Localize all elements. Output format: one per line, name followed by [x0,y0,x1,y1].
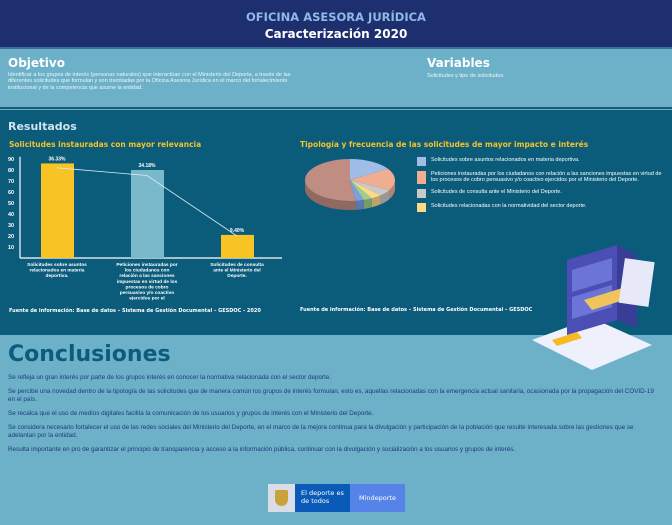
bar [221,234,254,258]
pie-slice [350,168,395,191]
legend-item: Peticiones instauradas por los ciudadano… [417,171,667,184]
objective-band: Objetivo Identificar a los grupos de int… [0,51,672,109]
pie-chart-title: Tipología y frecuencia de las solicitude… [300,140,589,149]
legend-item: Solicitudes sobre asuntos relacionados e… [417,157,667,166]
coat-of-arms-icon [268,484,295,512]
pie-legend: Solicitudes sobre asuntos relacionados e… [417,157,667,212]
y-tick-label: 30 [8,223,14,229]
results-title: Resultados [8,120,77,133]
data-label: 34.18% [139,163,157,169]
bar-chart-source: Fuente de información: Base de datos – S… [9,308,261,314]
pie-slice [350,180,372,200]
conclusion-item: Se refleja un gran interés por parte de … [8,374,332,381]
trend-line [56,167,238,237]
legend-item: Solicitudes relacionadas con la normativ… [417,203,667,212]
legend-item: Solicitudes de consulta ante el Minister… [417,189,667,198]
pie-slice-side [355,199,364,210]
conclusion-item: Se percibe una novedad dentro de la tipo… [8,388,654,403]
y-tick-label: 20 [8,234,14,240]
legend-label: Solicitudes de consulta ante el Minister… [431,189,562,195]
pie-chart [305,159,395,210]
y-tick-label: 50 [8,201,14,207]
bar [131,170,164,258]
legend-swatch [417,171,426,184]
pie-slice [350,180,390,196]
conclusions-title: Conclusiones [8,342,171,367]
y-tick-label: 70 [8,179,14,185]
category-label: Solicitudes de consulta ante el Ministeri… [210,262,264,279]
slogan: El deporte es de todos [295,484,350,512]
legend-swatch [417,157,426,166]
conclusion-item: Se considera necesario fortalecer el uso… [8,424,634,439]
brand-name: Mindeporte [350,484,405,512]
legend-swatch [417,189,426,198]
org-name: OFICINA ASESORA JURÍDICA [246,10,426,24]
bar-chart-title: Solicitudes instauradas con mayor releva… [9,140,202,149]
pie-slice [350,180,381,199]
y-tick-label: 10 [8,245,14,251]
pie-slice-side [363,198,372,209]
pie-slice [350,180,364,201]
legend-swatch [417,203,426,212]
pie-slice-side [371,195,381,208]
y-tick-label: 90 [8,157,14,163]
category-label: Peticiones instauradas por los ciudadanos… [116,262,177,300]
pie-slice [350,159,388,180]
pie-slice-side [389,180,395,200]
pie-chart-source: Fuente de información: Base de datos – S… [300,307,533,313]
category-label: Solicitudes sobre asuntos relacionados en… [27,262,87,279]
y-tick-label: 60 [8,190,14,196]
filing-cabinet-illustration [532,245,655,370]
data-label: 9.40% [230,228,245,234]
variables-title: Variables [427,56,490,70]
footer-logo: El deporte es de todos Mindeporte [268,484,405,512]
bar-chart: 10 20 30 40 50 60 70 80 90 36.33% Solicitudes sobr… [8,156,282,300]
pie-slice-side [380,190,390,205]
page-title: Caracterización 2020 [264,27,408,41]
data-label: 36.33% [49,156,67,162]
variables-text: Solicitudes y tipo de solicitudes. [427,73,505,79]
objective-text: Identificar a los grupos de interés (per… [8,72,291,91]
conclusion-item: Resulta importante en pro de garantizar … [8,446,516,453]
conclusion-item: Se recalca que el uso de medios digitale… [8,410,374,417]
bar [41,163,74,258]
results-band: Resultados Solicitudes instauradas con m… [0,110,672,335]
y-tick-label: 40 [8,212,14,218]
legend-label: Peticiones instauradas por los ciudadano… [431,171,662,183]
pie-slice [305,159,356,201]
header: OFICINA ASESORA JURÍDICA Caracterización… [0,0,672,49]
legend-label: Solicitudes relacionadas con la normativ… [431,203,587,209]
objective-title: Objetivo [8,56,65,70]
legend-label: Solicitudes sobre asuntos relacionados e… [431,157,580,163]
conclusions-list: Se refleja un gran interés por parte de … [8,374,658,454]
pie-slice-side [305,180,356,210]
y-tick-label: 80 [8,168,14,174]
